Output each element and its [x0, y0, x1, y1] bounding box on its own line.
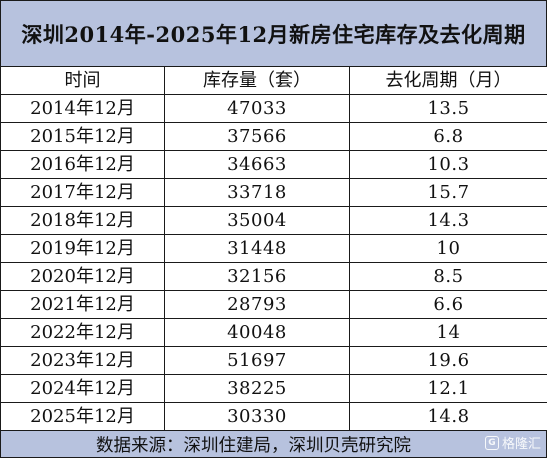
- cell-cycle: 6.8: [349, 122, 547, 151]
- column-header-time: 时间: [0, 66, 165, 95]
- cell-cycle: 10: [349, 234, 547, 263]
- cell-cycle: 8.5: [349, 262, 547, 291]
- cell-inventory: 38225: [164, 374, 350, 403]
- table-row: 2014年12月 47033 13.5: [0, 94, 547, 123]
- gelonghui-logo-icon: G: [484, 435, 499, 450]
- cell-cycle: 19.6: [349, 346, 547, 375]
- cell-time: 2024年12月: [0, 374, 165, 403]
- watermark: G 格隆汇: [484, 433, 541, 452]
- column-header-cycle: 去化周期（月）: [349, 66, 547, 95]
- table-row: 2015年12月 37566 6.8: [0, 122, 547, 151]
- source-footer: 数据来源：深圳住建局，深圳贝壳研究院: [0, 430, 547, 458]
- cell-inventory: 30330: [164, 402, 350, 431]
- table-row: 2021年12月 28793 6.6: [0, 290, 547, 319]
- cell-cycle: 10.3: [349, 150, 547, 179]
- cell-inventory: 35004: [164, 206, 350, 235]
- cell-cycle: 6.6: [349, 290, 547, 319]
- cell-inventory: 40048: [164, 318, 350, 347]
- cell-inventory: 47033: [164, 94, 350, 123]
- cell-inventory: 37566: [164, 122, 350, 151]
- table-row: 2024年12月 38225 12.1: [0, 374, 547, 403]
- cell-time: 2016年12月: [0, 150, 165, 179]
- cell-cycle: 14.8: [349, 402, 547, 431]
- cell-inventory: 28793: [164, 290, 350, 319]
- cell-inventory: 34663: [164, 150, 350, 179]
- inventory-table: 时间 库存量（套） 去化周期（月） 2014年12月 47033 13.5 20…: [0, 66, 547, 431]
- table-title: 深圳2014年-2025年12月新房住宅库存及去化周期: [0, 0, 547, 67]
- table-row: 2022年12月 40048 14: [0, 318, 547, 347]
- table-row: 2017年12月 33718 15.7: [0, 178, 547, 207]
- cell-time: 2021年12月: [0, 290, 165, 319]
- cell-inventory: 51697: [164, 346, 350, 375]
- cell-cycle: 14.3: [349, 206, 547, 235]
- watermark-text: 格隆汇: [501, 437, 541, 452]
- cell-time: 2015年12月: [0, 122, 165, 151]
- cell-time: 2022年12月: [0, 318, 165, 347]
- cell-cycle: 15.7: [349, 178, 547, 207]
- table-row: 2018年12月 35004 14.3: [0, 206, 547, 235]
- table-row: 2023年12月 51697 19.6: [0, 346, 547, 375]
- table-row: 2020年12月 32156 8.5: [0, 262, 547, 291]
- cell-inventory: 33718: [164, 178, 350, 207]
- cell-time: 2014年12月: [0, 94, 165, 123]
- cell-inventory: 32156: [164, 262, 350, 291]
- table-row: 2019年12月 31448 10: [0, 234, 547, 263]
- source-note: 数据来源：深圳住建局，深圳贝壳研究院: [96, 435, 411, 456]
- cell-cycle: 12.1: [349, 374, 547, 403]
- column-header-inventory: 库存量（套）: [164, 66, 350, 95]
- cell-time: 2018年12月: [0, 206, 165, 235]
- table-row: 2016年12月 34663 10.3: [0, 150, 547, 179]
- cell-time: 2019年12月: [0, 234, 165, 263]
- table-row: 2025年12月 30330 14.8: [0, 402, 547, 431]
- cell-time: 2025年12月: [0, 402, 165, 431]
- cell-inventory: 31448: [164, 234, 350, 263]
- header-row: 时间 库存量（套） 去化周期（月）: [0, 66, 547, 95]
- cell-time: 2017年12月: [0, 178, 165, 207]
- cell-time: 2023年12月: [0, 346, 165, 375]
- cell-time: 2020年12月: [0, 262, 165, 291]
- cell-cycle: 14: [349, 318, 547, 347]
- cell-cycle: 13.5: [349, 94, 547, 123]
